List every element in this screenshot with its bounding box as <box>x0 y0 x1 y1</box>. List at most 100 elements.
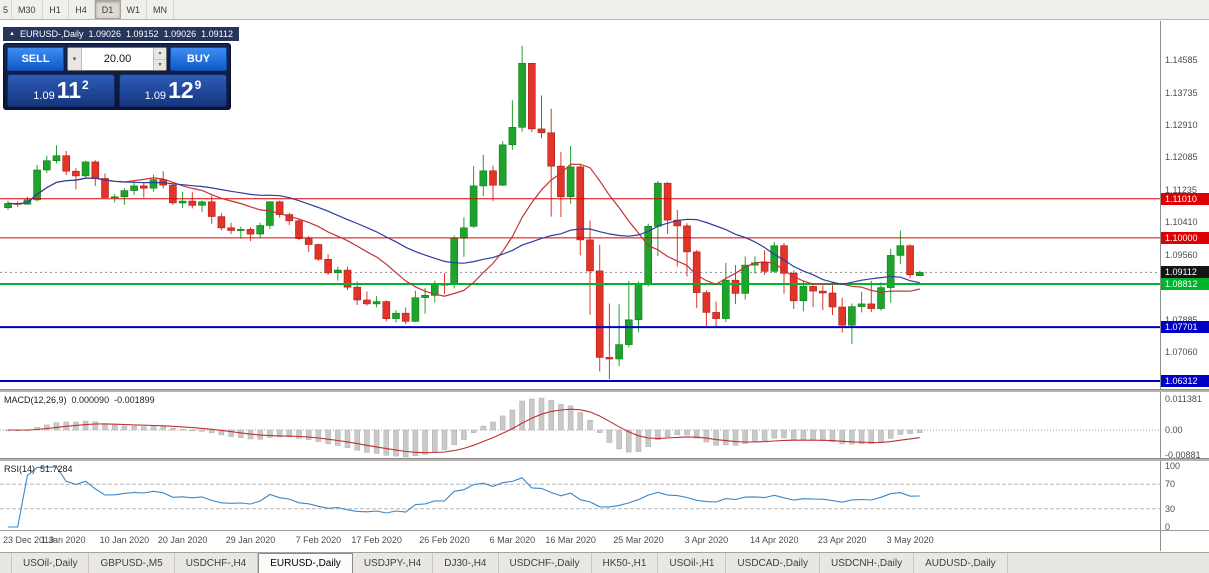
price-tag-1.07701[interactable]: 1.07701 <box>1161 321 1209 334</box>
candle <box>586 220 594 315</box>
candle <box>91 160 100 186</box>
buy-button[interactable]: BUY <box>170 47 227 71</box>
candle <box>877 282 885 311</box>
candle <box>595 244 604 372</box>
candle <box>81 160 90 178</box>
one-click-trading-panel: SELL ▾ 20.00 ▲ ▼ BUY 1.09 11 2 1.09 12 9 <box>3 43 231 110</box>
chart-tab-usdchf-h4[interactable]: USDCHF-,H4 <box>175 553 259 573</box>
volume-input[interactable]: 20.00 <box>103 53 132 65</box>
volume-up-icon[interactable]: ▲ <box>154 48 166 60</box>
candle <box>363 291 371 306</box>
price-tag-1.08812[interactable]: 1.08812 <box>1161 278 1209 290</box>
macd-panel-divider[interactable] <box>0 389 1209 392</box>
candle <box>818 285 827 311</box>
volume-dropdown-icon[interactable]: ▾ <box>68 48 82 70</box>
macd-label: MACD(12,26,9) 0.000090 -0.001899 <box>4 395 160 405</box>
date-label: 14 Apr 2020 <box>750 535 799 545</box>
price-tag-1.11010[interactable]: 1.11010 <box>1161 192 1209 205</box>
chart-tab-dj30-h4[interactable]: DJ30-,H4 <box>433 553 499 573</box>
candle <box>886 248 895 303</box>
chart-tab-usdchf-daily[interactable]: USDCHF-,Daily <box>499 553 592 573</box>
chart-tab-eurusd-daily[interactable]: EURUSD-,Daily <box>258 553 353 573</box>
candle <box>741 256 750 300</box>
candle <box>508 100 517 150</box>
ask-pip: 9 <box>194 77 202 92</box>
candle <box>72 168 80 190</box>
candle <box>4 200 12 210</box>
chart-tab-gbpusd-m5[interactable]: GBPUSD-,M5 <box>89 553 175 573</box>
candle <box>324 254 332 275</box>
macd-signal-line <box>8 408 920 454</box>
chart-tab-usdjpy-h4[interactable]: USDJPY-,H4 <box>353 553 434 573</box>
candle <box>237 226 245 239</box>
candle <box>712 301 720 328</box>
timeframe-button-h1[interactable]: H1 <box>42 0 69 19</box>
price-tag-1.09112: 1.09112 <box>1161 266 1209 279</box>
chart-tab-usoil-daily[interactable]: USOil-,Daily <box>12 553 90 573</box>
candle <box>62 151 71 176</box>
candle <box>33 165 41 202</box>
macd-main-value: 0.000090 <box>71 395 110 405</box>
volume-down-icon[interactable]: ▼ <box>154 59 166 70</box>
candle <box>760 250 769 275</box>
candle <box>770 241 779 273</box>
date-label: 17 Feb 2020 <box>351 535 402 545</box>
candle <box>654 180 662 257</box>
chart-tab-audusd-daily[interactable]: AUDUSD-,Daily <box>914 553 1008 573</box>
timeframe-button-d1[interactable]: D1 <box>94 0 121 19</box>
candle <box>479 154 488 196</box>
timeframe-button-h4[interactable]: H4 <box>68 0 95 19</box>
price-tick: 1.13735 <box>1165 88 1198 98</box>
rsi-panel-divider[interactable] <box>0 458 1209 461</box>
candle <box>683 223 691 277</box>
candle <box>304 236 313 252</box>
chart-tab-hk50-h1[interactable]: HK50-,H1 <box>592 553 659 573</box>
chart-tab-usdcnh-daily[interactable]: USDCNH-,Daily <box>820 553 915 573</box>
timeframe-button-mn[interactable]: MN <box>147 0 175 19</box>
ohlc-low: 1.09026 <box>163 29 197 39</box>
date-label: 16 Mar 2020 <box>545 535 596 545</box>
ma-fast-line <box>7 163 920 297</box>
candle <box>246 227 255 241</box>
chart-tab-usoil-h1[interactable]: USOil-,H1 <box>658 553 727 573</box>
price-tick: 1.11235 <box>1165 185 1197 195</box>
rsi-axis-0: 0 <box>1165 522 1171 532</box>
macd-signal-value: -0.001899 <box>114 395 155 405</box>
candle <box>343 266 352 291</box>
candle <box>634 281 643 333</box>
candle <box>721 262 730 323</box>
chart-tab-usdcad-daily[interactable]: USDCAD-,Daily <box>726 553 820 573</box>
timeframe-button-m30[interactable]: M30 <box>12 0 43 19</box>
sell-button[interactable]: SELL <box>7 47 64 71</box>
macd-name: MACD(12,26,9) <box>4 395 67 405</box>
candle <box>149 174 158 192</box>
candle <box>828 282 837 316</box>
date-label: 1 Jan 2020 <box>41 535 86 545</box>
ask-prefix: 1.09 <box>144 89 167 102</box>
timeframe-button-partial[interactable]: 5 <box>0 0 13 19</box>
volume-control: ▾ 20.00 ▲ ▼ <box>67 47 167 71</box>
candle <box>537 95 546 139</box>
ma-slow-line <box>7 177 920 285</box>
date-label: 3 May 2020 <box>886 535 934 545</box>
candle <box>518 45 526 132</box>
buy-price-display[interactable]: 1.09 12 9 <box>119 74 227 107</box>
candles-layer <box>4 45 924 380</box>
candle <box>576 164 585 256</box>
price-tag-1.06312[interactable]: 1.06312 <box>1161 375 1209 387</box>
price-tag-1.10000[interactable]: 1.10000 <box>1161 231 1209 244</box>
bid-pip: 2 <box>82 77 89 92</box>
candle <box>915 270 924 276</box>
candle <box>333 266 342 281</box>
candle <box>489 165 497 202</box>
volume-spinner: ▲ ▼ <box>153 48 166 70</box>
candle <box>848 303 856 344</box>
ask-main: 12 <box>168 77 194 103</box>
candle <box>566 146 575 204</box>
price-axis-border <box>1160 21 1161 551</box>
timeframe-button-w1[interactable]: W1 <box>120 0 148 19</box>
rsi-name: RSI(14) <box>4 464 36 474</box>
candle <box>692 249 701 309</box>
sell-price-display[interactable]: 1.09 11 2 <box>7 74 115 107</box>
